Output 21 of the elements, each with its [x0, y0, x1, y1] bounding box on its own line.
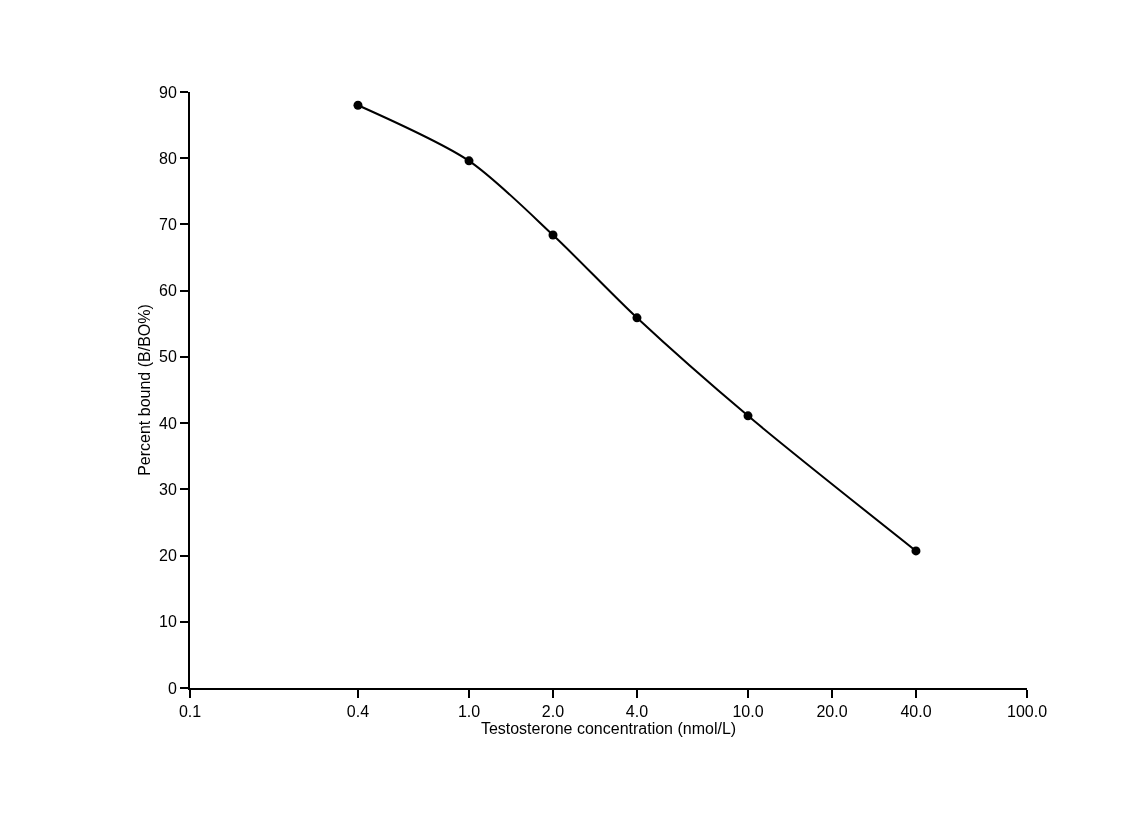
y-tick-label: 60 [159, 282, 177, 300]
x-tick-label: 2.0 [541, 703, 565, 721]
x-tick-label: 1.0 [457, 703, 481, 721]
y-tick-label: 80 [159, 149, 177, 167]
x-tick-label: 100.0 [1006, 703, 1048, 721]
y-tick-label: 30 [159, 480, 177, 498]
x-tick-label: 0.1 [178, 703, 202, 721]
y-axis-title: Percent bound (B/BO%) [136, 304, 154, 476]
x-tick-label: 0.4 [346, 703, 370, 721]
y-tick-label: 10 [159, 613, 177, 631]
y-tick-label: 20 [159, 547, 177, 565]
x-tick-label: 20.0 [816, 703, 848, 721]
x-tick-label: 4.0 [625, 703, 649, 721]
y-tick-label: 70 [159, 216, 177, 234]
y-tick-label: 0 [167, 679, 177, 697]
x-axis-title: Testosterone concentration (nmol/L) [480, 720, 737, 738]
y-tick-label: 40 [159, 414, 177, 432]
y-tick-label: 90 [159, 83, 177, 101]
y-tick-label: 50 [159, 348, 177, 366]
x-tick-label: 40.0 [900, 703, 932, 721]
x-tick-label: 10.0 [732, 703, 764, 721]
